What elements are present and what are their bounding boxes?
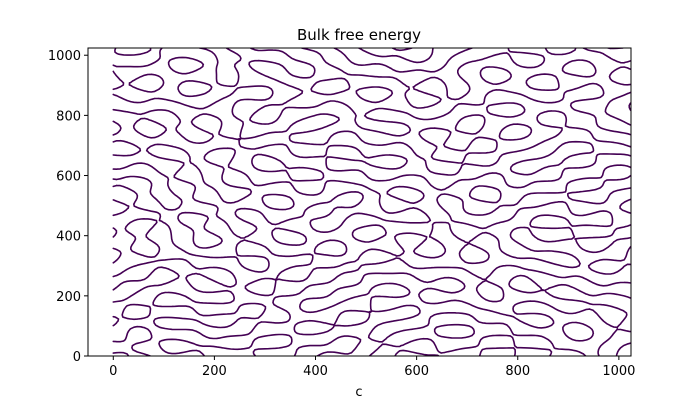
x-tick-label: 800 <box>505 364 530 379</box>
y-tick-label: 200 <box>56 290 81 305</box>
y-tick-label: 800 <box>56 109 81 124</box>
chart-title: Bulk free energy <box>297 26 421 44</box>
x-tick-label: 1000 <box>602 364 635 379</box>
x-tick-label: 0 <box>109 364 117 379</box>
y-axis: 0 200 400 600 800 1000 <box>48 49 88 365</box>
y-tick-label: 400 <box>56 230 81 245</box>
x-tick-label: 200 <box>202 364 227 379</box>
y-tick-label: 0 <box>73 350 81 365</box>
x-tick-label: 600 <box>404 364 429 379</box>
y-tick-label: 1000 <box>48 49 81 64</box>
axes-frame <box>87 47 632 357</box>
x-tick-label: 400 <box>303 364 328 379</box>
contour-lines <box>112 48 631 356</box>
x-axis-label: c <box>355 385 362 400</box>
y-tick-label: 600 <box>56 170 81 185</box>
x-axis: 0 200 400 600 800 1000 <box>109 356 635 379</box>
contour-line <box>112 48 631 356</box>
